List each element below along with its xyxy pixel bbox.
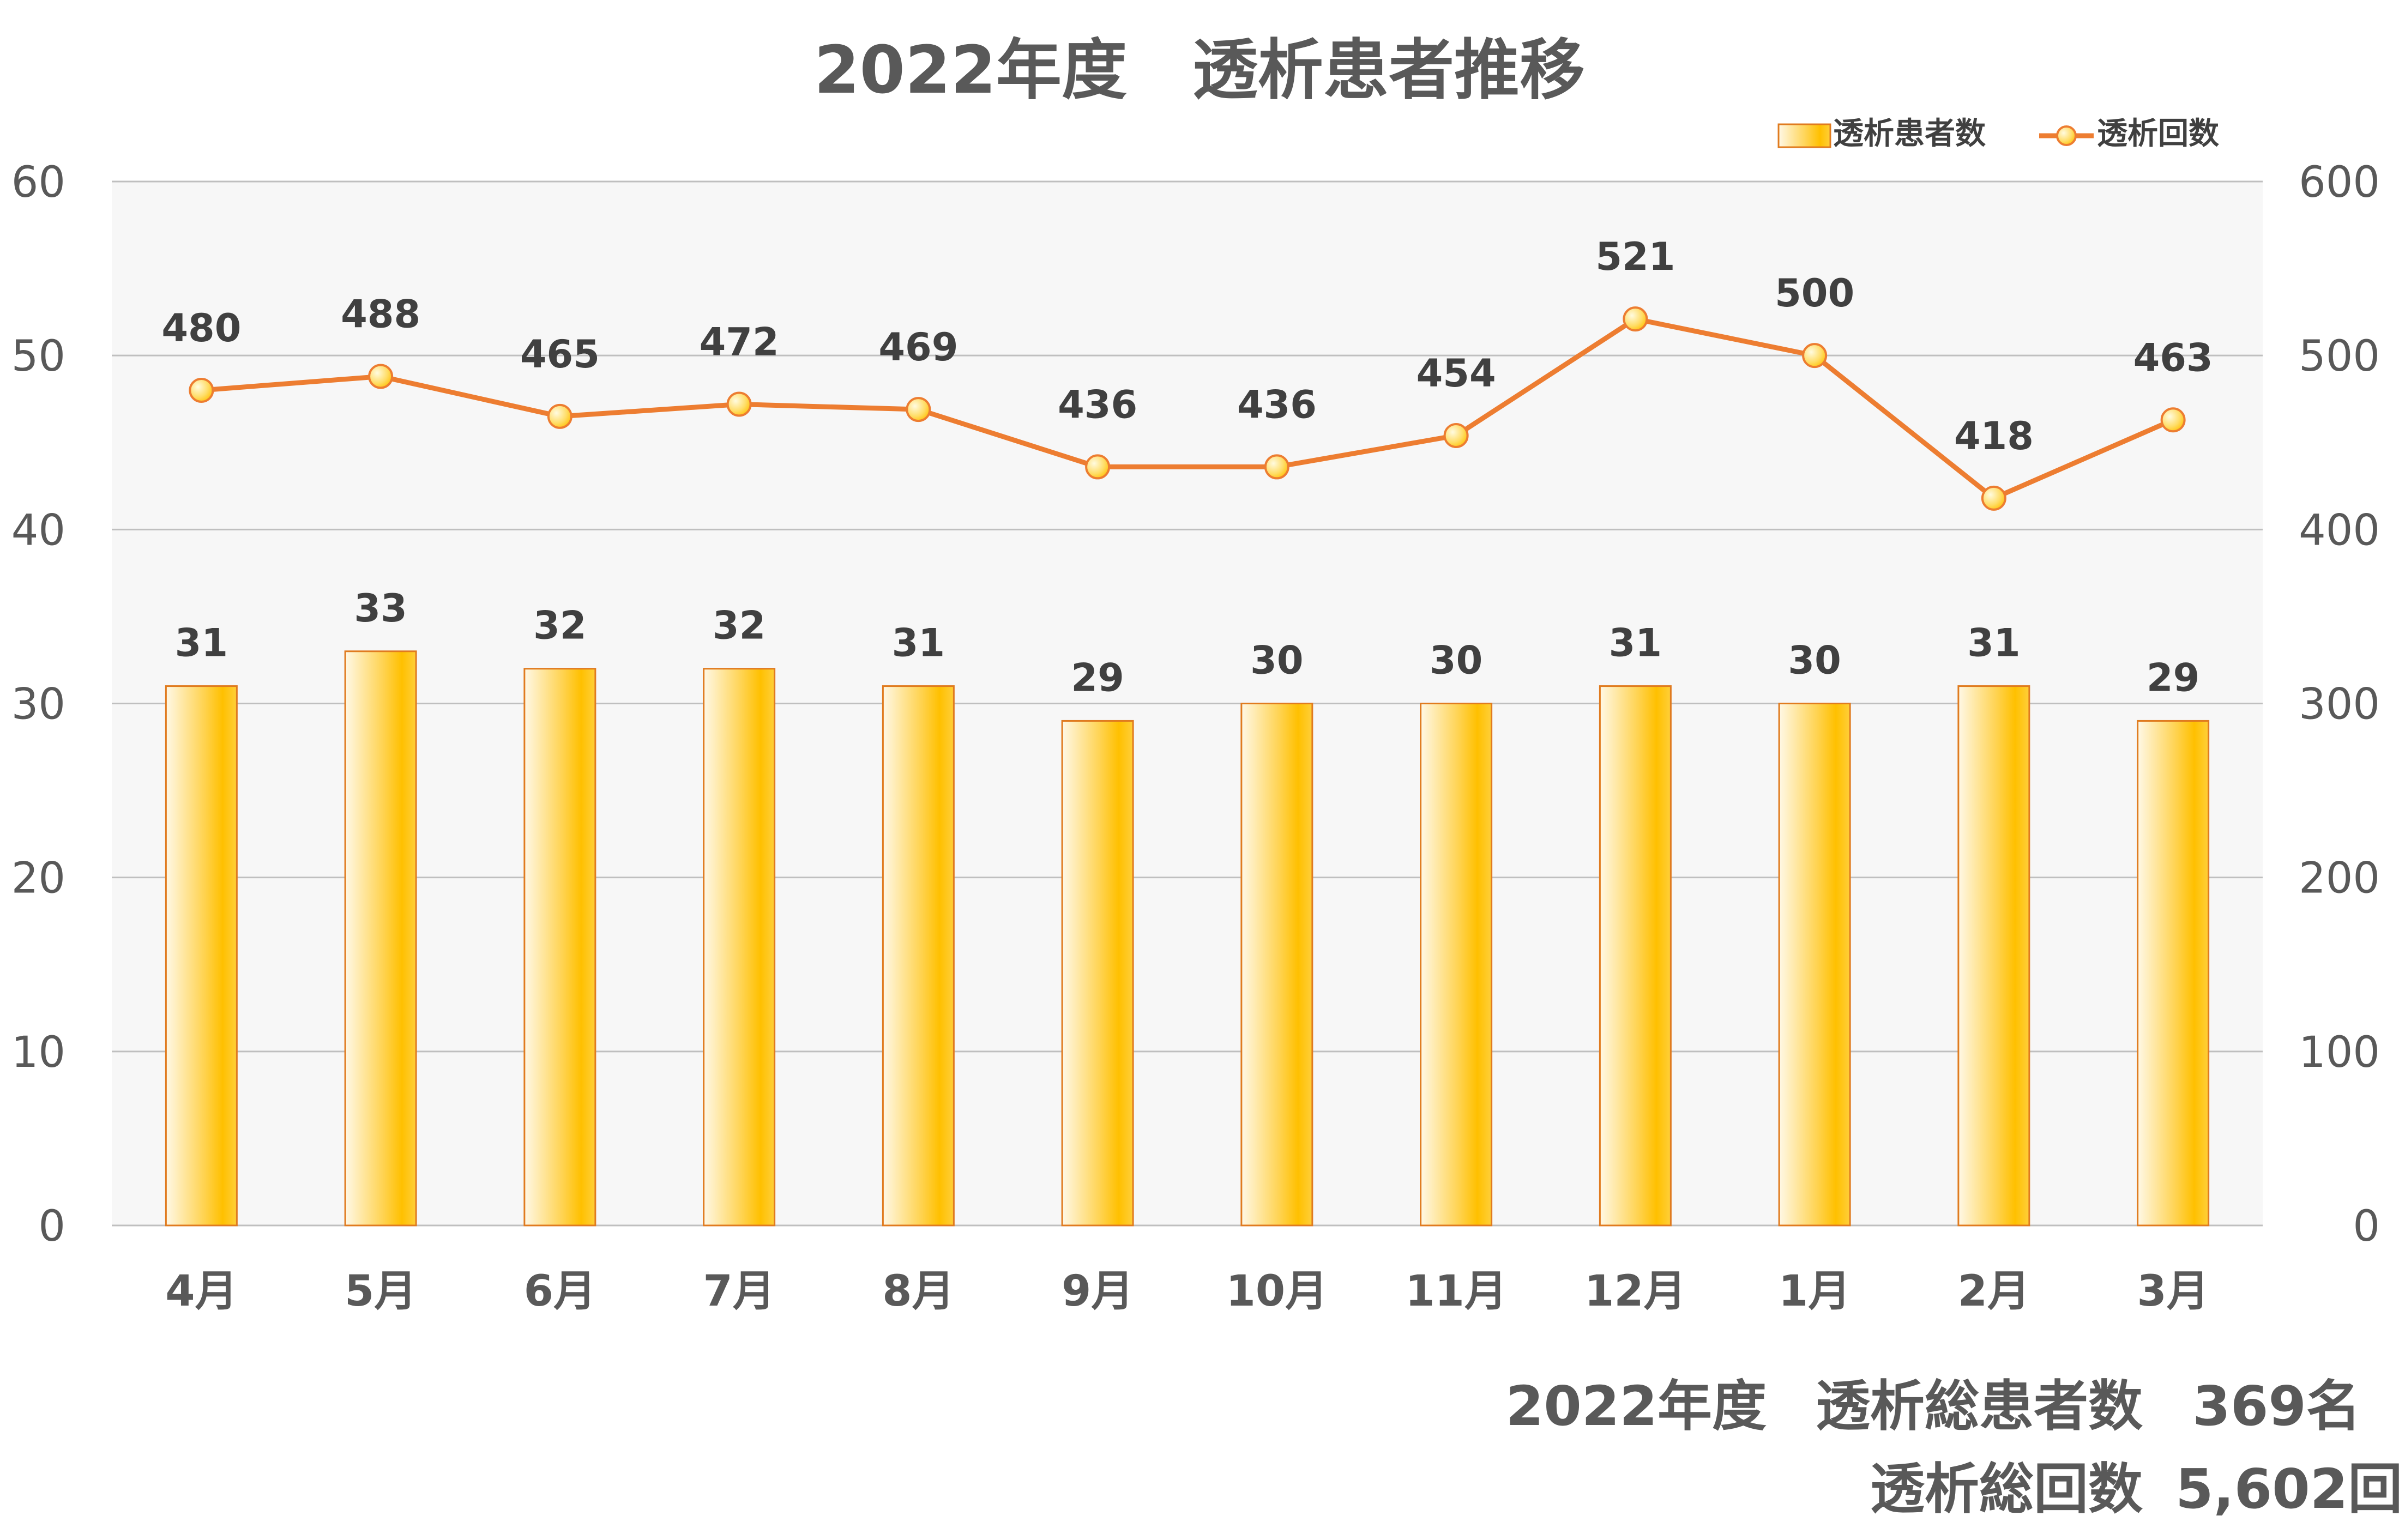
line-point [726,391,752,417]
line-series [189,306,2186,511]
bar-data-label: 32 [713,603,765,648]
left-axis-tick-label: 30 [11,680,65,729]
x-axis-tick-label: 12月 [1584,1267,1686,1316]
legend: 透析患者数 透析回数 [1777,116,2219,152]
bar [165,685,238,1227]
line-point [1085,454,1111,480]
right-axis-tick-label: 200 [2299,854,2380,903]
line-point [1443,422,1469,448]
bar [1957,685,2030,1227]
line-point [547,403,572,429]
line-point [368,364,394,389]
line-data-label: 465 [520,332,600,377]
right-axis-tick-label: 100 [2299,1028,2380,1077]
line-data-label: 463 [2133,335,2213,380]
x-axis-tick-label: 9月 [1062,1267,1134,1316]
left-axis-tick-label: 10 [11,1028,65,1077]
grid [112,180,2263,1227]
bar-data-label: 29 [1071,655,1124,700]
right-axis-tick-label: 600 [2299,158,2380,207]
bar-data-label: 32 [533,603,586,648]
chart-title: 2022年度 透析患者推移 [814,33,1585,108]
right-axis-tick-label: 300 [2299,680,2380,729]
bar [882,685,955,1227]
bar-data-label: 30 [1788,638,1841,683]
right-axis-tick-label: 0 [2353,1202,2380,1251]
line-data-label: 436 [1237,382,1317,427]
left-axis-tick-label: 60 [11,158,65,207]
summary-total-sessions-value: 5,602回 [2175,1457,2399,1521]
left-axis-tick-label: 0 [38,1202,65,1251]
x-axis: 4月 5月 6月 7月 8月 9月 10月 11月 12月 1月 2月 3月 [165,1267,2209,1316]
summary-total-patients: 2022年度 透析総患者数 369名 [1506,1379,2361,1434]
bar-data-label: 29 [2147,655,2199,700]
line-data-label: 521 [1595,234,1675,279]
line-point [1802,343,1828,369]
x-axis-tick-label: 11月 [1405,1267,1507,1316]
line-data-label: 454 [1417,351,1496,396]
summary-total-sessions: 透析総回数 5,602回 [1870,1457,2399,1521]
x-axis-tick-label: 3月 [2137,1267,2209,1316]
bar [1240,703,1313,1227]
line-point [906,397,931,422]
x-axis-tick-label: 10月 [1226,1267,1328,1316]
line-data-label: 500 [1775,271,1854,316]
bar [703,668,776,1227]
x-axis-tick-label: 4月 [165,1267,237,1316]
line-data-label: 436 [1058,382,1137,427]
line-point [2160,407,2186,433]
x-axis-tick-label: 6月 [524,1267,596,1316]
bar [523,668,596,1227]
line-point [1981,485,2006,511]
bar [1599,685,1672,1227]
x-axis-tick-label: 1月 [1779,1267,1851,1316]
bar-data-label: 30 [1430,638,1482,683]
right-axis: 0 100 200 300 400 500 600 [2299,158,2380,1251]
bar-data-label: 31 [1609,621,1662,666]
line-point [189,378,214,403]
bar-data-label: 30 [1250,638,1303,683]
bar-data-label: 31 [175,621,228,666]
right-axis-tick-label: 500 [2299,332,2380,381]
left-axis-tick-label: 20 [11,854,65,903]
bar-data-label: 33 [354,586,407,631]
bar [344,650,417,1227]
x-axis-tick-label: 7月 [703,1267,775,1316]
summary-total-patients-label: 透析総患者数 [1816,1374,2143,1438]
x-axis-tick-label: 8月 [882,1267,954,1316]
x-axis-tick-label: 2月 [1958,1267,2030,1316]
bars [165,650,2210,1227]
line-data-label: 480 [161,306,241,351]
legend-bar-label: 透析患者数 [1833,116,1986,152]
bar-data-label: 31 [1967,621,2020,666]
right-axis-tick-label: 400 [2299,506,2380,555]
line-labels: 480 488 465 472 469 436 436 454 521 500 418 463 [161,234,2213,458]
legend-line-marker [2056,125,2077,146]
summary-total-patients-value: 369名 [2192,1374,2361,1438]
left-axis: 0 10 20 30 40 50 60 [11,158,65,1251]
legend-line-label: 透析回数 [2097,116,2219,152]
line-data-label: 472 [700,320,779,365]
bar-labels: 31 33 32 32 31 29 30 30 31 30 31 29 [175,586,2200,700]
line-point [1264,454,1289,480]
line-data-label: 418 [1954,414,2034,458]
left-axis-tick-label: 40 [11,506,65,555]
bar [1061,720,1134,1227]
bar [1420,703,1493,1227]
x-axis-tick-label: 5月 [345,1267,417,1316]
bar [1778,703,1851,1227]
summary-total-sessions-label: 透析総回数 [1870,1457,2143,1521]
line-path [201,316,2174,501]
legend-bar-swatch [1777,123,1831,148]
line-data-label: 488 [341,292,420,336]
line-point [1623,306,1648,332]
summary-year: 2022年度 [1505,1374,1767,1438]
left-axis-tick-label: 50 [11,332,65,381]
bar [2137,720,2210,1227]
line-data-label: 469 [878,325,958,370]
bar-data-label: 31 [892,621,945,666]
